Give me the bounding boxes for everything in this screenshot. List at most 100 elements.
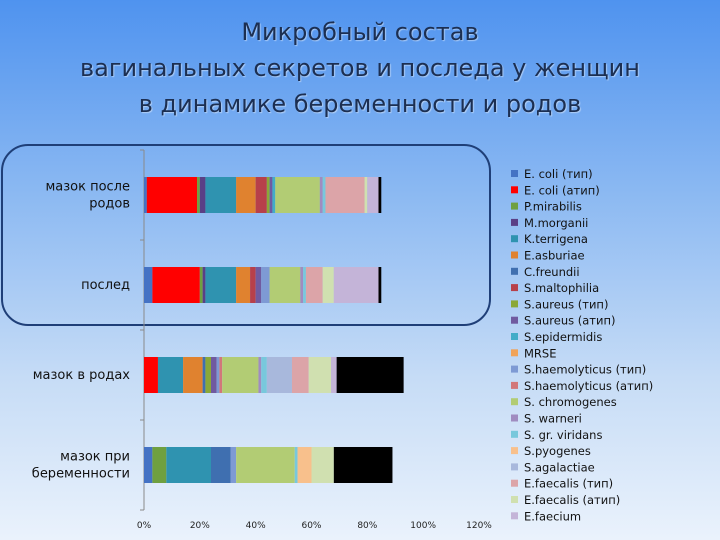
- legend-swatch: [511, 284, 518, 292]
- legend-swatch: [511, 463, 518, 471]
- bar-segment-remainder: [333, 447, 393, 483]
- category-label: мазок в родах: [33, 368, 131, 383]
- legend-swatch: [511, 349, 518, 357]
- bar-segment: [144, 267, 153, 303]
- bar-segment: [266, 357, 292, 393]
- bar-segment: [297, 447, 312, 483]
- bar-segment: [205, 357, 211, 393]
- category-label: беременности: [32, 467, 130, 482]
- bar-segment: [364, 177, 368, 213]
- bar-segment: [269, 177, 273, 213]
- legend-label: S.aureus (атип): [524, 314, 616, 328]
- bar-segment: [211, 447, 231, 483]
- bar-segment-remainder: [378, 267, 382, 303]
- legend-label: S.haemolyticus (тип): [524, 363, 646, 377]
- legend-swatch: [511, 430, 518, 438]
- legend-label: E.asburiae: [524, 249, 585, 263]
- bar-segment: [255, 177, 267, 213]
- bar-segment: [199, 177, 206, 213]
- bar-segment: [219, 357, 223, 393]
- title-line-3: в динамике беременности и родов: [138, 90, 582, 118]
- bar-segment: [266, 177, 270, 213]
- bar-segment: [211, 357, 217, 393]
- bar-segment: [308, 357, 332, 393]
- bar-segment: [300, 267, 304, 303]
- legend-swatch: [511, 251, 518, 259]
- bar-segment: [236, 447, 295, 483]
- bar-segment: [183, 357, 203, 393]
- legend-label: S.epidermidis: [524, 330, 602, 344]
- legend-swatch: [511, 333, 518, 340]
- legend-swatch: [511, 381, 518, 389]
- bar-segment: [144, 357, 158, 393]
- bar-segment: [322, 267, 334, 303]
- bar-segment: [216, 357, 220, 393]
- bar-segment: [269, 267, 301, 303]
- legend-label: S.maltophilia: [524, 281, 599, 295]
- legend-swatch: [511, 479, 518, 487]
- bar-segment: [230, 447, 237, 483]
- bar-segment: [236, 177, 256, 213]
- bar-segment: [325, 177, 365, 213]
- bar-segment: [258, 357, 262, 393]
- bar-segment: [144, 177, 147, 213]
- bar-segment: [199, 267, 203, 303]
- bar-segment: [255, 267, 262, 303]
- x-tick-label: 120%: [466, 521, 492, 531]
- x-tick-label: 20%: [190, 521, 210, 531]
- bar-segment: [152, 447, 167, 483]
- legend-label: E.faecium: [524, 509, 581, 523]
- legend-label: M.morganii: [524, 216, 588, 230]
- bar-segment: [144, 447, 153, 483]
- legend-swatch: [511, 218, 518, 226]
- legend-label: S.haemolyticus (атип): [524, 379, 653, 393]
- bar-segment: [305, 267, 323, 303]
- bar-segment-remainder: [378, 177, 382, 213]
- bar-segment: [272, 177, 276, 213]
- bar-segment: [197, 177, 200, 213]
- bar-segment: [205, 267, 237, 303]
- x-tick-label: 80%: [357, 521, 377, 531]
- bar-segment: [319, 177, 323, 213]
- bar-segment-remainder: [336, 357, 404, 393]
- legend-label: S.aureus (тип): [524, 297, 608, 311]
- legend-swatch: [511, 267, 518, 275]
- legend-swatch: [511, 235, 518, 243]
- x-tick-label: 0%: [137, 521, 152, 531]
- legend-label: S. warneri: [524, 412, 582, 426]
- legend-swatch: [511, 447, 518, 455]
- title-line-2: вагинальных секретов и последа у женщин: [80, 54, 640, 82]
- bar-segment: [261, 267, 270, 303]
- bar-segment: [322, 177, 326, 213]
- bar-segment: [250, 267, 256, 303]
- legend-label: MRSE: [524, 346, 556, 360]
- legend-swatch: [511, 186, 518, 194]
- bar-segment: [205, 177, 237, 213]
- bar-segment: [291, 357, 309, 393]
- legend-swatch: [511, 512, 518, 520]
- legend-swatch: [511, 202, 518, 210]
- legend-swatch: [511, 316, 518, 324]
- legend-label: K.terrigena: [524, 232, 588, 246]
- legend-label: S. chromogenes: [524, 395, 617, 409]
- bar-segment: [331, 357, 337, 393]
- bar-segment: [311, 447, 334, 483]
- bar-segment: [261, 357, 267, 393]
- bar-segment: [222, 357, 259, 393]
- highlight-frame: [1, 144, 491, 326]
- bar-segment: [202, 357, 206, 393]
- bar-segment: [202, 267, 206, 303]
- legend-label: S.agalactiae: [524, 460, 595, 474]
- legend-swatch: [511, 414, 518, 422]
- legend-label: S.pyogenes: [524, 444, 591, 458]
- bar-segment: [367, 177, 379, 213]
- bar-segment: [152, 267, 200, 303]
- chart-title: Микробный состав вагинальных секретов и …: [0, 14, 720, 122]
- legend-label: S. gr. viridans: [524, 428, 602, 442]
- bar-segment: [294, 447, 298, 483]
- bar-segment: [146, 177, 198, 213]
- bar-segment: [157, 357, 184, 393]
- legend-label: C.freundii: [524, 265, 580, 279]
- legend-label: E. coli (тип): [524, 167, 593, 181]
- legend-swatch: [511, 170, 518, 177]
